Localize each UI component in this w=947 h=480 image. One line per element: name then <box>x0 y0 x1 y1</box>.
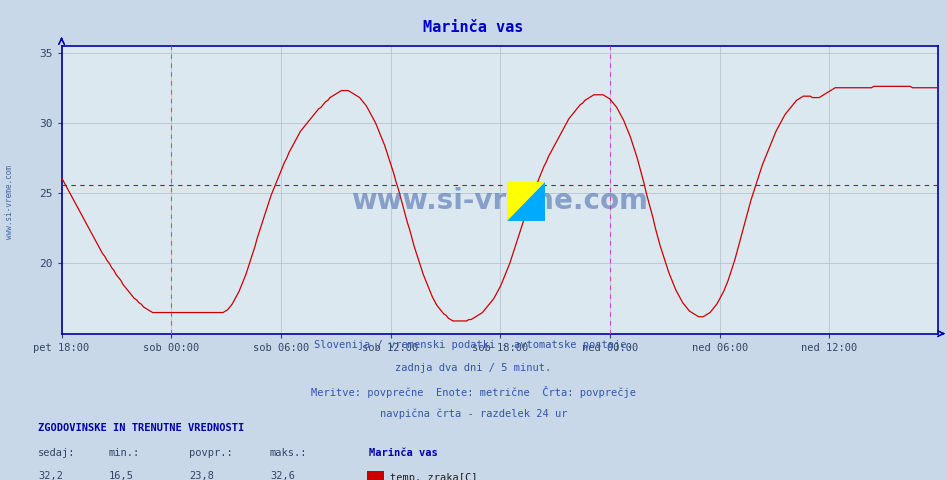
Text: povpr.:: povpr.: <box>189 448 233 458</box>
Text: Slovenija / vremenski podatki - avtomatske postaje.: Slovenija / vremenski podatki - avtomats… <box>314 340 633 350</box>
Text: sedaj:: sedaj: <box>38 448 76 458</box>
Text: Marinča vas: Marinča vas <box>369 448 438 458</box>
Text: 32,2: 32,2 <box>38 471 63 480</box>
Text: ZGODOVINSKE IN TRENUTNE VREDNOSTI: ZGODOVINSKE IN TRENUTNE VREDNOSTI <box>38 423 244 433</box>
Text: 23,8: 23,8 <box>189 471 214 480</box>
Text: 16,5: 16,5 <box>109 471 134 480</box>
Text: Marinča vas: Marinča vas <box>423 20 524 35</box>
Text: min.:: min.: <box>109 448 140 458</box>
Text: zadnja dva dni / 5 minut.: zadnja dva dni / 5 minut. <box>396 363 551 373</box>
Text: navpična črta - razdelek 24 ur: navpična črta - razdelek 24 ur <box>380 409 567 420</box>
Polygon shape <box>507 182 545 221</box>
Text: temp. zraka[C]: temp. zraka[C] <box>390 473 477 480</box>
Text: Meritve: povprečne  Enote: metrične  Črta: povprečje: Meritve: povprečne Enote: metrične Črta:… <box>311 386 636 398</box>
Text: maks.:: maks.: <box>270 448 308 458</box>
Polygon shape <box>507 182 545 221</box>
Text: www.si-vreme.com: www.si-vreme.com <box>351 187 648 215</box>
Text: 32,6: 32,6 <box>270 471 295 480</box>
Text: www.si-vreme.com: www.si-vreme.com <box>5 165 14 239</box>
